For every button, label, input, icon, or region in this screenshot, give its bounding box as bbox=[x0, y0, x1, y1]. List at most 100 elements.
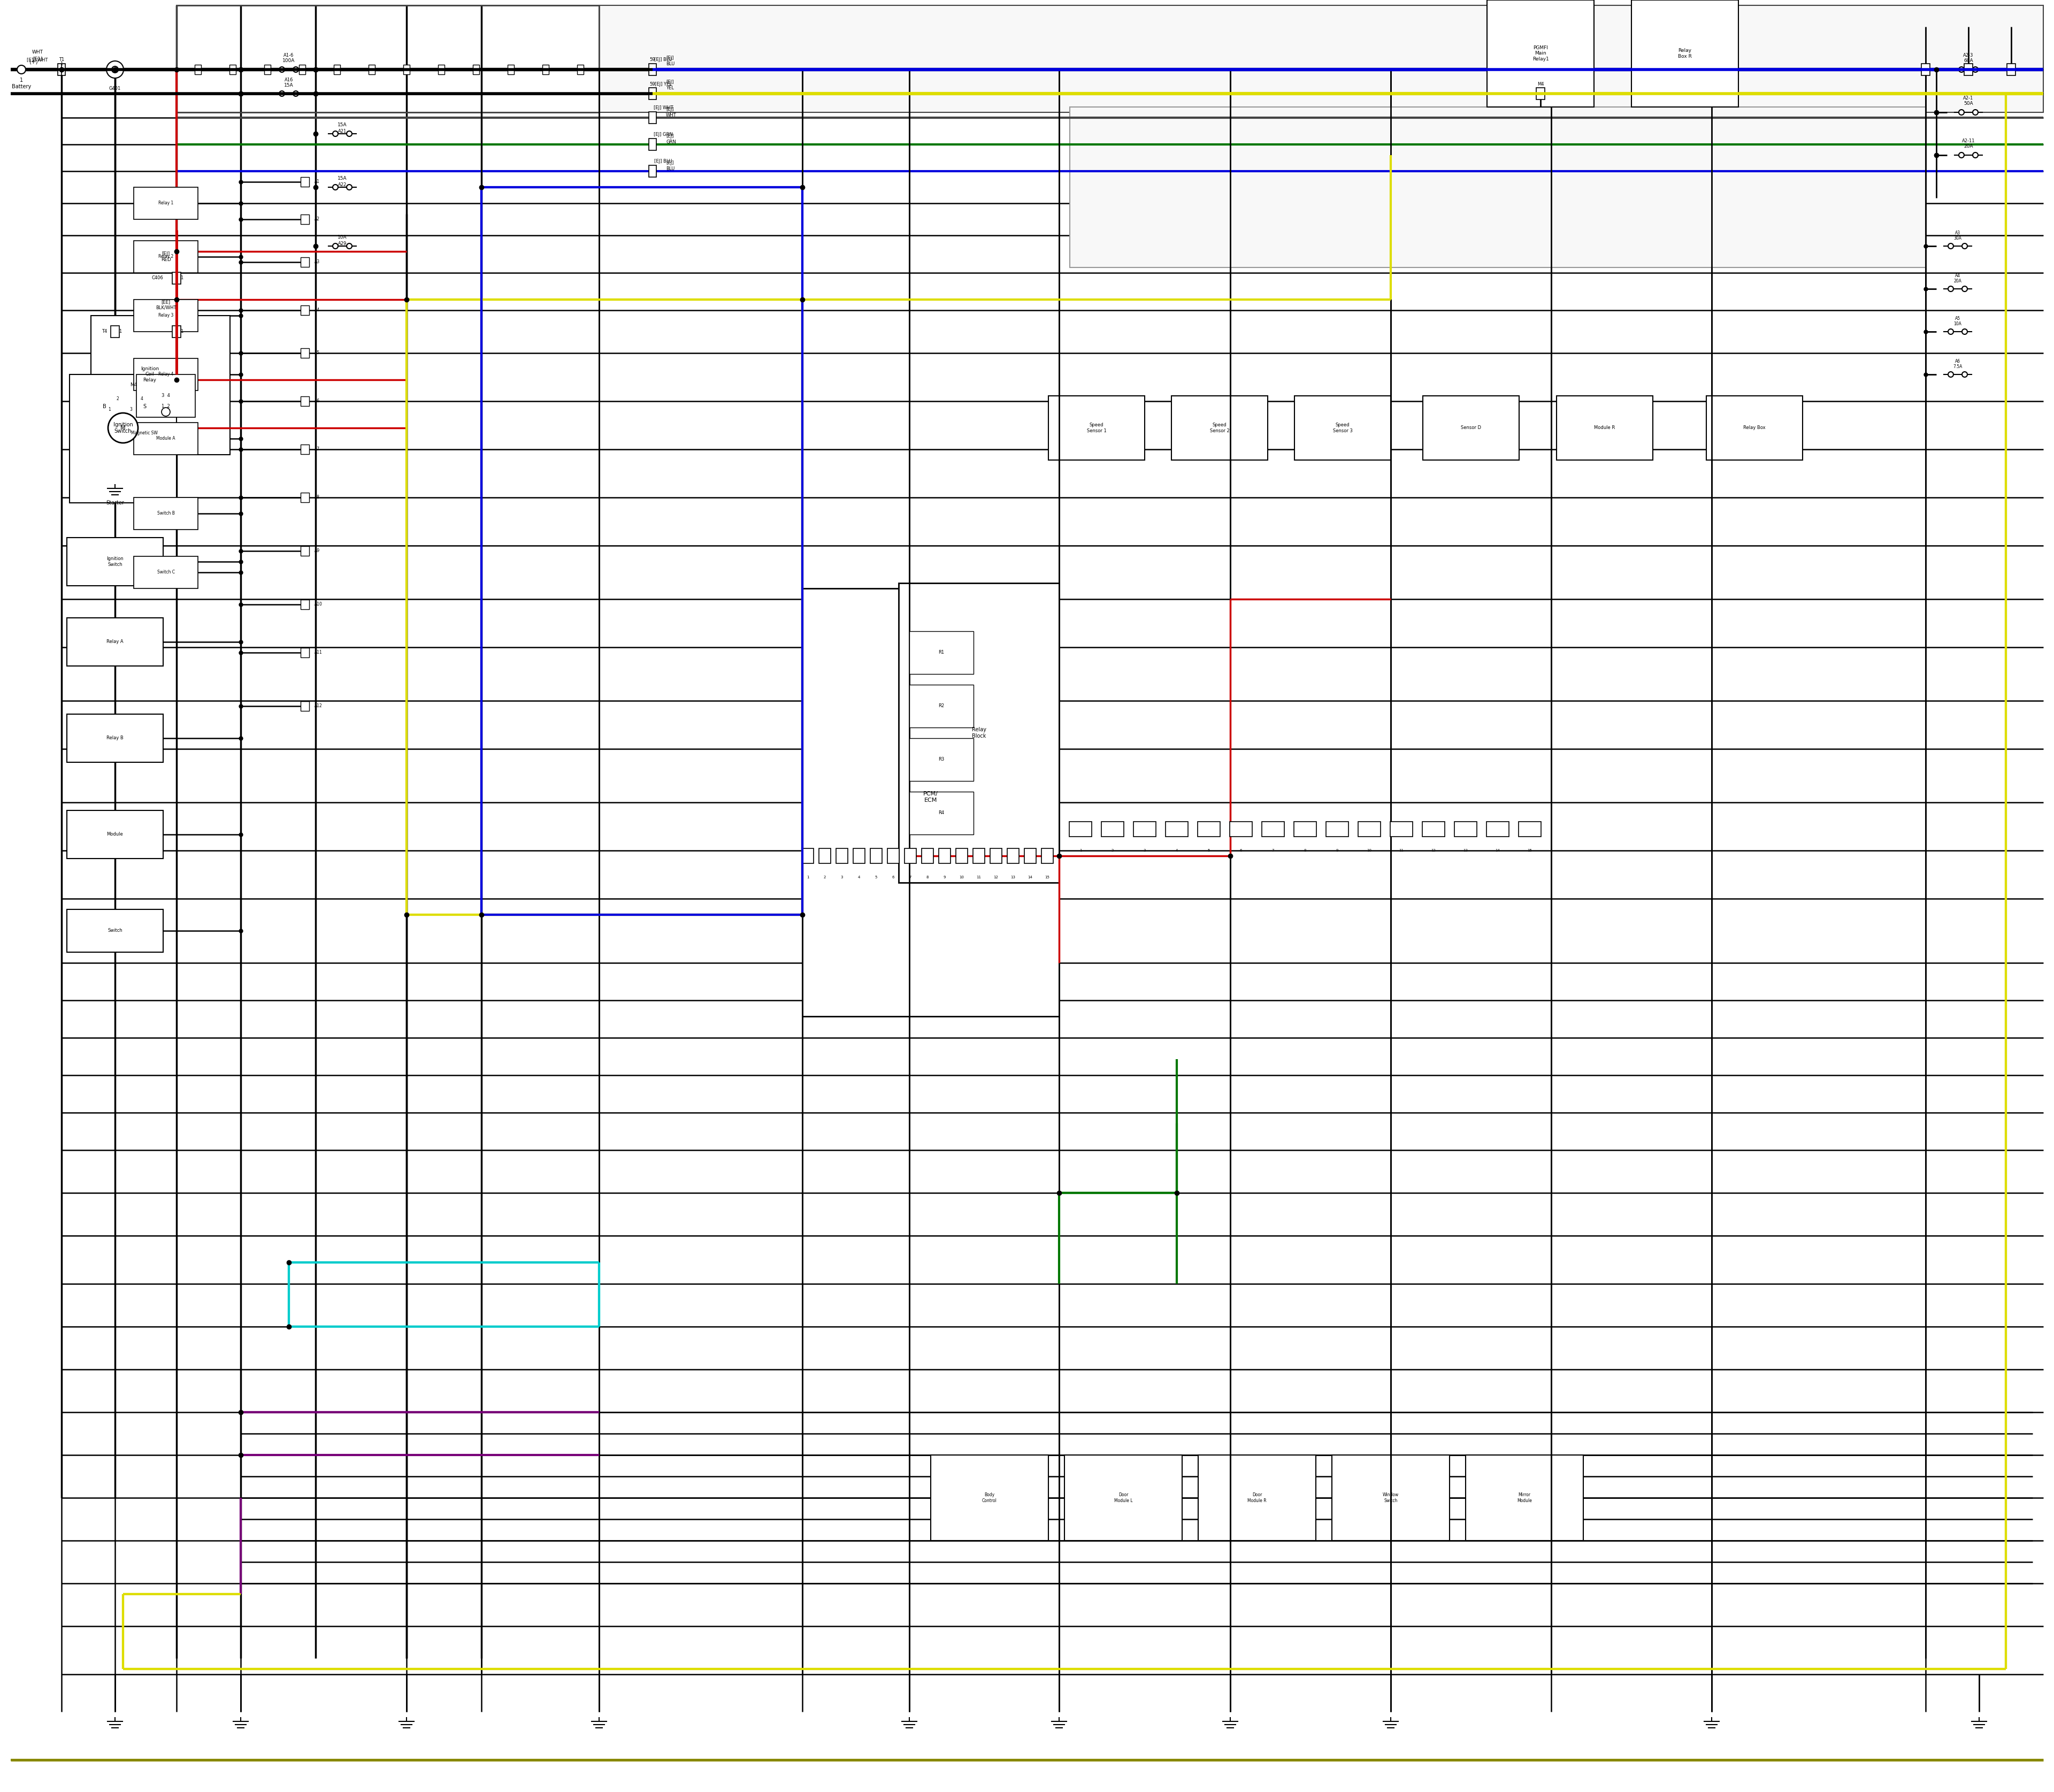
Bar bbox=[68, 715, 162, 762]
Bar bbox=[300, 647, 310, 658]
Bar bbox=[177, 5, 600, 113]
Text: [EJ]
BLU: [EJ] BLU bbox=[665, 161, 674, 170]
Circle shape bbox=[1947, 330, 1953, 335]
Text: 15: 15 bbox=[1045, 876, 1050, 878]
Bar bbox=[803, 588, 1060, 1016]
Text: Switch B: Switch B bbox=[156, 511, 175, 516]
Text: R3: R3 bbox=[939, 758, 945, 762]
Text: 5: 5 bbox=[875, 876, 877, 878]
Text: T1: T1 bbox=[60, 57, 64, 63]
Bar bbox=[1518, 823, 1540, 837]
Bar bbox=[300, 177, 310, 186]
Text: 3: 3 bbox=[840, 876, 842, 878]
Text: 7: 7 bbox=[1271, 849, 1273, 853]
Text: 1: 1 bbox=[1078, 849, 1082, 853]
Text: S: S bbox=[144, 403, 146, 409]
Bar bbox=[300, 348, 310, 358]
Text: A2-11: A2-11 bbox=[1962, 138, 1976, 143]
Bar bbox=[265, 65, 271, 73]
Bar bbox=[1707, 396, 1803, 461]
Text: 10: 10 bbox=[959, 876, 963, 878]
Bar bbox=[1070, 823, 1093, 837]
Bar bbox=[836, 848, 848, 864]
Text: Module A: Module A bbox=[156, 435, 175, 441]
Text: M: M bbox=[121, 425, 125, 430]
Text: 1: 1 bbox=[21, 77, 23, 82]
Text: Relay
Block: Relay Block bbox=[972, 728, 986, 738]
Text: 1: 1 bbox=[109, 407, 111, 412]
Bar bbox=[1920, 65, 1931, 75]
Circle shape bbox=[109, 412, 138, 443]
Bar bbox=[134, 240, 197, 272]
Text: 2: 2 bbox=[824, 876, 826, 878]
Circle shape bbox=[279, 91, 286, 97]
Bar bbox=[1134, 823, 1156, 837]
Text: Ignition
Switch: Ignition Switch bbox=[113, 423, 134, 434]
Text: 20A: 20A bbox=[1964, 143, 1974, 149]
Text: PCM/
ECM: PCM/ ECM bbox=[922, 792, 939, 803]
Circle shape bbox=[333, 185, 339, 190]
Bar bbox=[1294, 396, 1391, 461]
Bar bbox=[300, 493, 310, 502]
Text: [EJ]
WHT: [EJ] WHT bbox=[665, 108, 676, 118]
Bar bbox=[1197, 823, 1220, 837]
Text: 10: 10 bbox=[1366, 849, 1372, 853]
Circle shape bbox=[294, 66, 298, 72]
Text: 3: 3 bbox=[1144, 849, 1146, 853]
Bar bbox=[922, 848, 933, 864]
Circle shape bbox=[1972, 109, 1978, 115]
Bar bbox=[1070, 108, 1927, 267]
Text: 6: 6 bbox=[1241, 849, 1243, 853]
Circle shape bbox=[1947, 371, 1953, 376]
Bar bbox=[68, 909, 162, 952]
Bar bbox=[1025, 848, 1035, 864]
Text: 10A: 10A bbox=[337, 235, 347, 240]
Bar bbox=[300, 258, 310, 267]
Bar bbox=[1101, 823, 1124, 837]
Bar bbox=[68, 810, 162, 858]
Circle shape bbox=[333, 131, 339, 136]
Circle shape bbox=[162, 407, 170, 416]
Bar bbox=[1536, 88, 1545, 100]
Circle shape bbox=[1962, 287, 1968, 292]
Bar bbox=[195, 65, 201, 73]
Bar bbox=[955, 848, 967, 864]
Bar bbox=[230, 65, 236, 73]
Circle shape bbox=[111, 66, 119, 73]
Text: Module R: Module R bbox=[1594, 425, 1614, 430]
Bar bbox=[910, 631, 974, 674]
Bar bbox=[871, 848, 881, 864]
Text: [EJ]
GRN: [EJ] GRN bbox=[665, 134, 676, 145]
Bar bbox=[507, 65, 514, 73]
Text: 12: 12 bbox=[1432, 849, 1436, 853]
Text: 10A: 10A bbox=[1953, 323, 1962, 326]
Bar bbox=[1006, 848, 1019, 864]
Text: Relay 3: Relay 3 bbox=[158, 314, 173, 317]
Text: A22: A22 bbox=[339, 183, 347, 188]
Bar bbox=[1171, 396, 1267, 461]
Bar bbox=[542, 65, 548, 73]
Circle shape bbox=[347, 131, 351, 136]
Bar bbox=[649, 65, 657, 75]
Circle shape bbox=[347, 185, 351, 190]
Text: 4: 4 bbox=[1175, 849, 1177, 853]
Text: 2: 2 bbox=[117, 396, 119, 401]
Bar bbox=[300, 600, 310, 609]
Text: A1-6: A1-6 bbox=[283, 54, 294, 57]
Text: 8: 8 bbox=[926, 876, 928, 878]
Text: Mirror
Module: Mirror Module bbox=[1518, 1493, 1532, 1503]
Text: Sensor D: Sensor D bbox=[1460, 425, 1481, 430]
Bar bbox=[136, 375, 195, 418]
Text: 3  4: 3 4 bbox=[162, 394, 170, 398]
Circle shape bbox=[294, 91, 298, 97]
Text: Door
Module L: Door Module L bbox=[1113, 1493, 1132, 1503]
Text: 13: 13 bbox=[1462, 849, 1469, 853]
Text: 60A: 60A bbox=[1964, 59, 1974, 63]
Circle shape bbox=[107, 61, 123, 79]
Text: 30A: 30A bbox=[1953, 237, 1962, 240]
Text: 3: 3 bbox=[129, 407, 131, 412]
Text: Relay 1: Relay 1 bbox=[158, 201, 173, 206]
Text: 9: 9 bbox=[943, 876, 945, 878]
Text: Starter: Starter bbox=[107, 500, 123, 505]
Text: A8: A8 bbox=[314, 495, 320, 500]
